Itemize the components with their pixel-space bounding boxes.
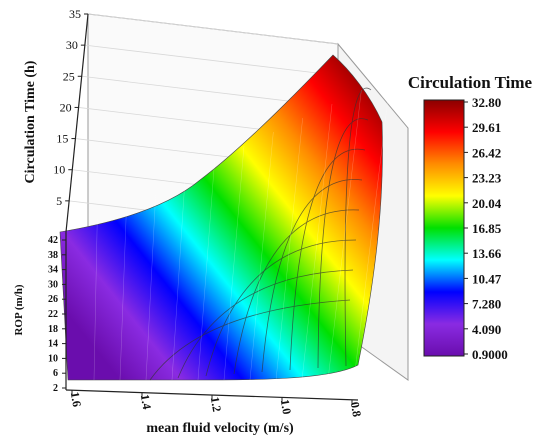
- y-tick-label: 38: [48, 250, 58, 261]
- colorbar-tick-label: 23.23: [472, 171, 502, 186]
- z-grid-line: [84, 44, 335, 76]
- z-tick-label: 35: [69, 7, 81, 21]
- x-tick-label: 1.0: [278, 398, 294, 415]
- contour-line: [205, 239, 357, 377]
- y-tick-label: 6: [53, 368, 58, 379]
- z-axis-line: [65, 13, 89, 233]
- mesh-line: [353, 75, 391, 381]
- contour-line: [317, 118, 369, 369]
- mesh-line: [249, 131, 274, 381]
- x-tick-label: 1.6: [68, 391, 84, 408]
- colorbar-tick-label: 20.04: [472, 196, 502, 211]
- x-tick-label: 1.2: [208, 396, 224, 413]
- contour-line: [289, 148, 366, 371]
- colorbar: [423, 99, 465, 357]
- y-tick-label: 18: [48, 324, 58, 335]
- y-tick-label: 26: [48, 294, 58, 305]
- colorbar-tick-label: 7.280: [472, 297, 501, 312]
- z-axis-title: Circulation Time (h): [23, 60, 38, 183]
- y-tick-label: 10: [48, 353, 58, 364]
- surface: [59, 54, 391, 381]
- mesh-line: [327, 89, 362, 381]
- colorbar-tick-label: 0.9000: [472, 347, 508, 362]
- surface-patch: [59, 54, 383, 381]
- colorbar-tick-label: 10.47: [472, 271, 502, 286]
- z-grid-line: [87, 13, 339, 45]
- colorbar-tick-label: 16.85: [472, 221, 502, 236]
- mesh-line: [301, 103, 333, 381]
- z-axis-ticks: 5 10 15 20 25 30 35: [53, 7, 88, 208]
- surface-contours: [149, 87, 372, 381]
- x-tick-label: 0.8: [348, 401, 364, 418]
- contour-line: [261, 179, 363, 373]
- y-tick-label: 42: [48, 235, 58, 246]
- z-tick-label: 30: [66, 38, 78, 52]
- colorbar-tick-label: 29.61: [472, 120, 501, 135]
- z-tick-label: 20: [60, 100, 72, 114]
- contour-line: [233, 209, 360, 375]
- mesh-line: [275, 117, 303, 381]
- contour-line: [344, 87, 372, 367]
- mesh-line: [171, 173, 186, 381]
- colorbar-title: Circulation Time: [408, 73, 533, 92]
- z-tick-label: 10: [53, 163, 65, 177]
- x-axis-ticks: 1.6 1.4 1.2 1.0 0.8: [68, 390, 364, 418]
- z-tick-label: 5: [56, 194, 62, 208]
- y-axis-title: ROP (m/h): [13, 284, 25, 335]
- colorbar-tick-label: 26.42: [472, 145, 501, 160]
- colorbar-ticks: 32.80 29.61 26.42 23.23 20.04 16.85 13.66 10.47…: [464, 95, 508, 362]
- mesh-line: [119, 201, 127, 381]
- contour-line: [149, 299, 351, 381]
- z-tick-label: 15: [56, 132, 68, 146]
- y-tick-label: 2: [53, 383, 58, 394]
- colorbar-tick-label: 4.090: [472, 322, 501, 337]
- contour-line: [177, 269, 354, 379]
- mesh-line: [197, 159, 215, 381]
- y-tick-label: 34: [48, 265, 58, 276]
- y-tick-label: 14: [48, 339, 58, 350]
- y-tick-label: 30: [48, 279, 58, 290]
- z-tick-label: 25: [63, 69, 75, 83]
- x-axis-title: mean fluid velocity (m/s): [146, 421, 294, 436]
- mesh-line: [145, 187, 157, 381]
- mesh-line: [93, 215, 98, 381]
- mesh-line: [223, 145, 245, 381]
- colorbar-tick-label: 13.66: [472, 246, 502, 261]
- y-tick-label: 22: [48, 309, 58, 320]
- x-tick-label: 1.4: [138, 393, 154, 410]
- colorbar-tick-label: 32.80: [472, 95, 501, 110]
- surface-mesh: [93, 75, 391, 381]
